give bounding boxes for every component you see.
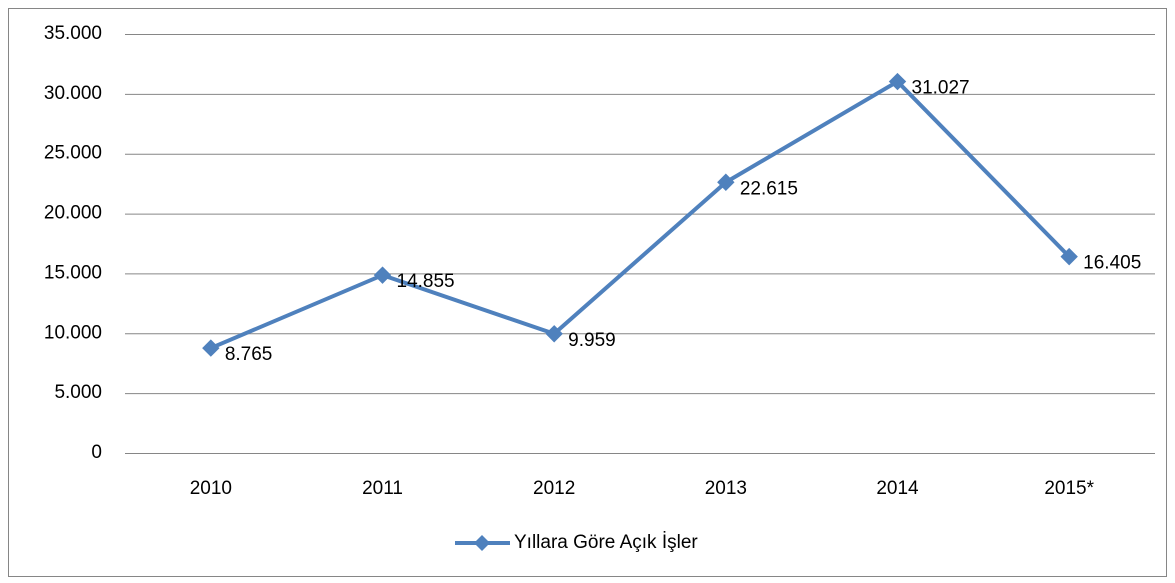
y-tick-label: 0 — [91, 442, 102, 463]
data-label: 9.959 — [568, 330, 616, 351]
y-tick-label: 35.000 — [44, 23, 102, 44]
x-tick-label: 2013 — [705, 478, 747, 499]
series-line — [210, 79, 1071, 350]
y-tick-label: 25.000 — [44, 143, 102, 164]
y-tick-label: 15.000 — [44, 262, 102, 283]
data-label: 31.027 — [912, 78, 970, 99]
y-tick-label: 10.000 — [44, 322, 102, 343]
x-tick-label: 2012 — [533, 478, 575, 499]
y-tick-label: 20.000 — [44, 203, 102, 224]
point-marker — [717, 173, 735, 191]
point-marker — [888, 72, 907, 91]
x-tick-label: 2015* — [1044, 478, 1094, 499]
x-tick-label: 2010 — [190, 478, 232, 499]
point-marker — [1060, 247, 1078, 266]
legend-marker — [474, 535, 490, 551]
chart-frame — [8, 8, 1167, 577]
point-marker — [373, 266, 392, 284]
data-label: 14.855 — [397, 271, 455, 292]
legend-label: Yıllara Göre Açık İşler — [514, 532, 698, 553]
data-label: 22.615 — [740, 178, 798, 199]
x-tick-label: 2014 — [876, 478, 919, 499]
point-marker — [202, 339, 220, 357]
point-marker — [545, 325, 563, 343]
y-tick-label: 5.000 — [54, 382, 102, 403]
data-label: 16.405 — [1083, 253, 1141, 274]
data-label: 8.765 — [225, 344, 273, 365]
y-tick-label: 30.000 — [44, 83, 102, 104]
x-tick-label: 2011 — [362, 478, 403, 499]
